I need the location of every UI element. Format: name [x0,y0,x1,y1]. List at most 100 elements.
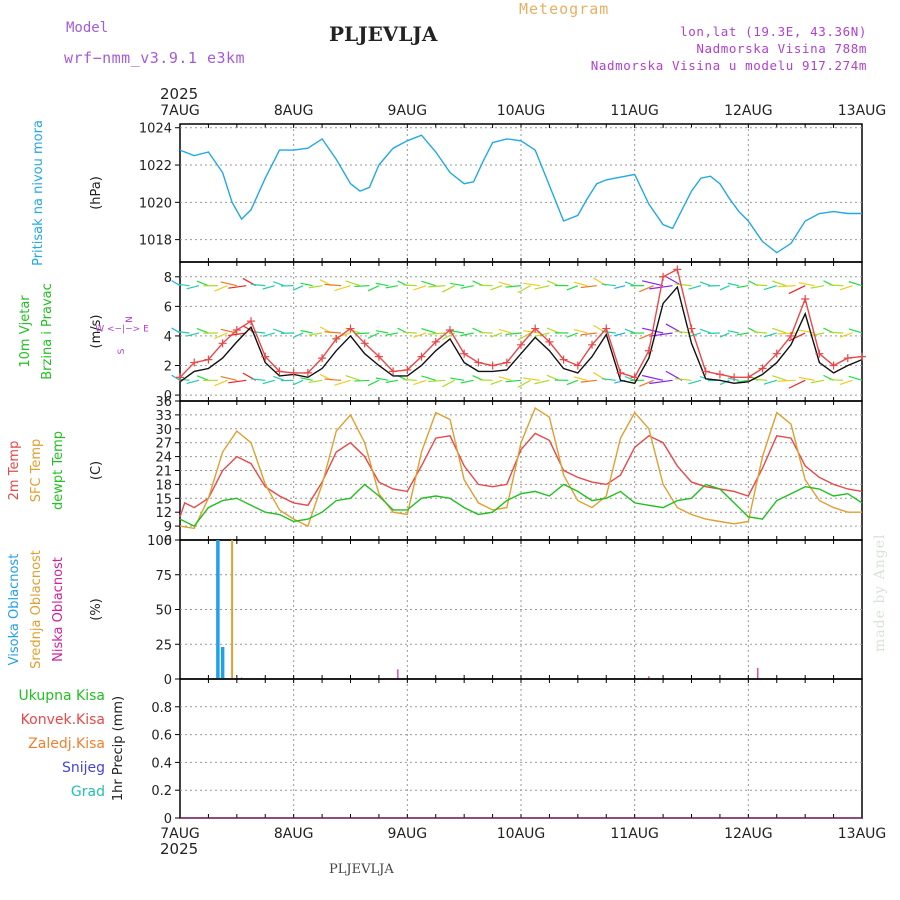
gust-marker [176,373,184,382]
bar-srednja-oblacnost [231,540,234,679]
wind-barb [186,332,200,337]
wind-barb [214,285,228,292]
panel-pressure: 1018 1020 1022 1024 (hPa) Pritisak na nivou m… [31,120,863,266]
wind-barb [566,379,579,386]
panel-title-line: SFC Temp [29,439,44,503]
wind-compass-legend: N W <−|−> E S [95,316,149,354]
panel-unit-label: 1hr Precip (mm) [111,696,126,801]
time-tick-bottom: 11AUG [610,826,659,842]
wind-barb [649,332,673,337]
y-tick-label: 21 [155,465,172,480]
wind-barb [573,329,588,334]
wind-barb [624,281,635,287]
wind-barb [450,330,465,334]
y-tick-label: 1022 [139,159,172,174]
wind-barb [829,284,844,287]
wind-barb [848,375,863,381]
wind-barb [186,379,200,385]
gust-marker [559,355,568,364]
wind-barb [601,378,616,381]
wind-barb [428,332,446,335]
wind-barb [324,283,342,287]
y-tick-label: 100 [147,534,172,549]
wind-barb [367,332,380,339]
wind-barb [566,332,579,338]
wind-barb [403,331,417,334]
gust-marker [843,354,852,363]
wind-barb [334,285,351,292]
gust-marker [488,361,497,370]
wind-barb [354,285,370,288]
wind-barb [324,331,342,334]
wind-barb [523,377,541,381]
gust-marker [502,358,511,367]
wind-barb [688,379,702,385]
wind-barb [186,285,200,290]
time-tick-top: 13AUG [838,103,887,119]
wind-barb [375,282,389,287]
wind-barb [727,377,739,381]
wind-barb [674,378,692,381]
wind-barb [273,328,285,334]
y-tick-label: 18 [155,478,172,493]
wind-barb [566,285,579,291]
y-tick-label: 1024 [139,122,172,137]
wind-barb [727,330,739,334]
wind-barb [214,332,228,339]
wind-barb [228,379,247,384]
wind-barb [292,285,304,291]
y-tick-label: 12 [155,506,172,521]
wind-barb [517,285,531,294]
wind-barb [262,285,275,290]
gust-marker [829,361,838,370]
wind-barb [546,374,560,381]
wind-barb [688,332,702,338]
panel-unit-label: (C) [89,461,104,480]
wind-barb [345,280,361,287]
gust-marker [460,349,469,358]
model-label: Model [66,20,109,36]
y-tick-label: 24 [155,451,172,466]
wind-barb [777,285,796,288]
panel-title-line: 2m Temp [7,441,22,501]
wind-barb [772,280,787,287]
wind-barb [413,332,427,338]
wind-barb [505,379,522,383]
wind-barb [642,374,664,381]
gust-marker [517,340,525,349]
y-tick-label: 50 [155,604,172,619]
wind-barb [428,379,446,383]
wind-barb [413,379,427,386]
year-label-bottom: 2025 [160,840,198,858]
wind-barb [262,332,275,337]
gust-marker [445,326,454,335]
y-tick-label: 4 [164,330,172,345]
y-tick-label: 0 [164,389,172,404]
wind-barb [719,285,730,291]
wind-barb [334,332,351,339]
wind-barb [772,375,787,381]
wind-barb [490,379,503,385]
wind-barb [176,330,190,334]
wind-barb [220,376,237,381]
wind-barb [674,283,692,287]
y-tick-label: 0 [164,812,172,827]
gust-marker [318,354,327,363]
wind-barb [421,328,436,334]
gust-marker [744,373,753,382]
wind-barb [763,332,777,338]
gust-marker [417,352,426,361]
gust-marker [346,324,355,333]
wind-barb [273,281,285,287]
time-tick-top: 11AUG [610,103,659,119]
wind-barb [719,379,730,386]
wind-barb [413,285,427,291]
gust-marker [474,358,483,367]
wind-barb [736,379,749,383]
wind-barb [441,379,455,388]
gust-marker [360,339,369,348]
gust-marker [545,337,554,346]
meteogram-label: Meteogram [519,0,610,18]
wind-barb [810,332,825,337]
